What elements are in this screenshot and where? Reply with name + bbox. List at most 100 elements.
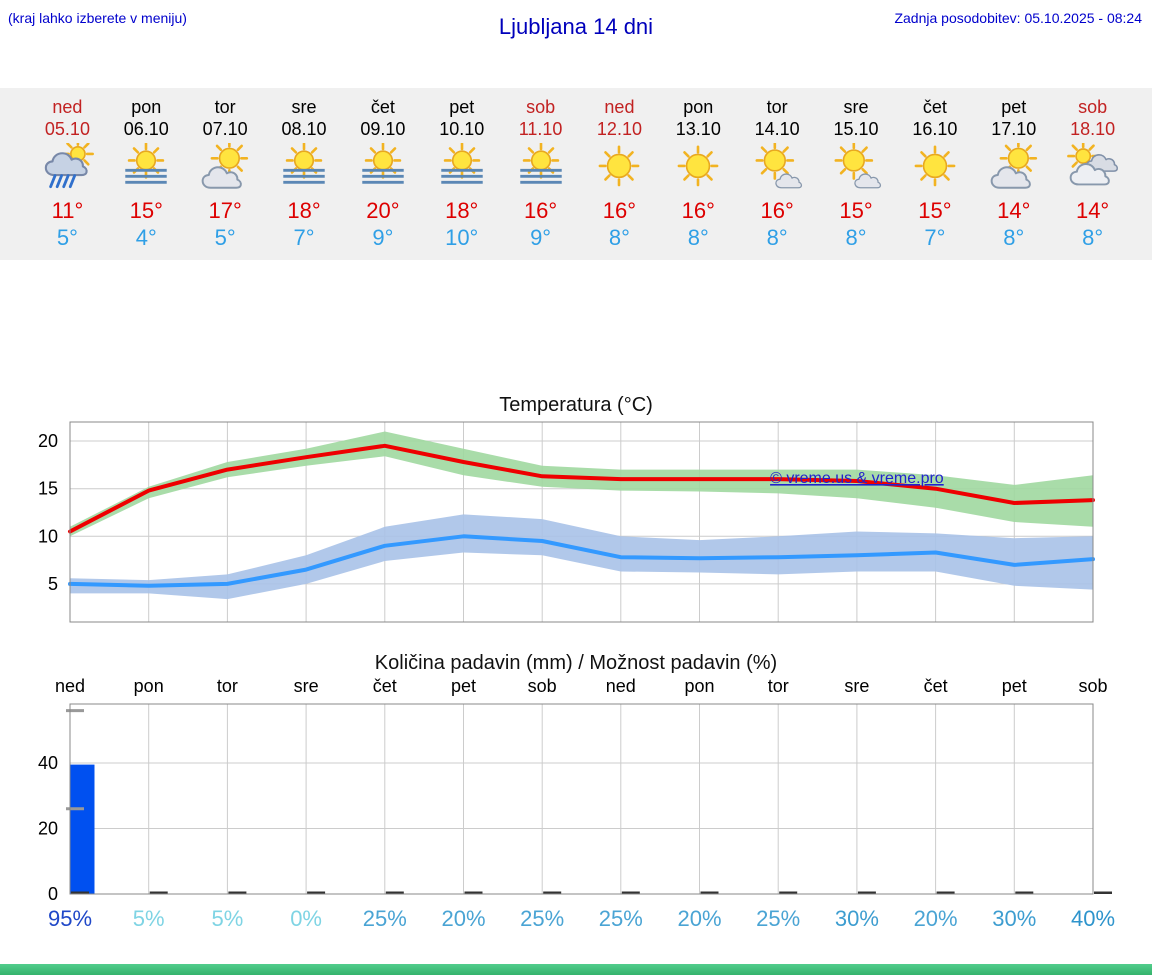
day-name: ned [604, 97, 635, 117]
temp-ytick: 20 [38, 431, 58, 451]
precipitation-section: Količina padavin (mm) / Možnost padavin … [0, 652, 1152, 934]
forecast-day: sre 08.10 18° 7° [265, 96, 344, 250]
sun-fog-icon [356, 143, 410, 191]
day-name: pon [683, 97, 714, 117]
temperature-chart: 5 10 15 20 © vreme.us & vreme.pro [38, 421, 1095, 623]
uncertainty-band [70, 514, 1093, 600]
precip-day-label: tor [768, 676, 789, 696]
precip-zero-tick [543, 891, 562, 894]
forecast-day: ned 05.10 11° 5° [28, 96, 107, 250]
high-temp: 15° [918, 198, 952, 223]
low-temp: 7° [924, 225, 946, 250]
precip-probability: 25% [599, 906, 643, 931]
day-date: 10.10 [439, 119, 485, 139]
banner-strip [0, 964, 1152, 975]
uncertainty-band [70, 431, 1093, 537]
high-temp: 14° [997, 198, 1031, 223]
forecast-day: sob 11.10 16° 9° [501, 96, 580, 250]
forecast-day: čet 09.10 20° 9° [343, 96, 422, 250]
day-name: sob [1078, 97, 1108, 117]
precip-day-label: sob [1078, 676, 1107, 696]
precip-probability: 95% [48, 906, 92, 931]
sun-icon [908, 143, 962, 191]
last-updated: Zadnja posodobitev: 05.10.2025 - 08:24 [894, 10, 1142, 26]
low-temp: 5° [56, 225, 78, 250]
page-title: Ljubljana 14 dni [498, 14, 654, 39]
sun-small-cloud-icon [750, 143, 804, 191]
low-temp: 4° [135, 225, 157, 250]
precip-bar [70, 764, 95, 894]
temp-ytick: 15 [38, 479, 58, 499]
day-name: sob [526, 97, 556, 117]
precip-day-label: čet [373, 676, 397, 696]
day-date: 14.10 [754, 119, 800, 139]
high-temp: 14° [1075, 198, 1110, 223]
day-name: sre [291, 97, 317, 117]
temp-ytick: 5 [48, 574, 58, 594]
day-date: 05.10 [44, 119, 90, 139]
forecast-day: tor 07.10 17° 5° [186, 96, 265, 250]
high-temp: 18° [287, 198, 321, 223]
low-temp: 5° [214, 225, 236, 250]
day-date: 15.10 [833, 119, 879, 139]
temp-ytick: 10 [38, 526, 58, 546]
precip-probability: 40% [1071, 906, 1115, 931]
day-name: pet [1001, 97, 1027, 117]
precip-day-label: ned [55, 676, 85, 696]
day-name: čet [370, 97, 395, 117]
high-temp: 15° [839, 198, 873, 223]
watermark-link[interactable]: © vreme.us & vreme.pro [770, 470, 944, 487]
page-header: (kraj lahko izberete v meniju) Ljubljana… [0, 0, 1152, 42]
high-temp: 16° [760, 198, 794, 223]
temperature-section: Temperatura (°C) 5 10 15 20 © vreme.us & vre… [0, 394, 1152, 632]
precip-day-label: tor [217, 676, 238, 696]
precip-day-label: sre [294, 676, 319, 696]
precip-probability: 5% [133, 906, 165, 931]
precip-probability: 20% [441, 906, 485, 931]
day-date: 18.10 [1070, 119, 1116, 139]
day-date: 13.10 [675, 119, 721, 139]
precip-ytick: 0 [48, 884, 58, 904]
precip-day-label: sob [528, 676, 557, 696]
precip-zero-tick [779, 891, 798, 894]
precip-zero-tick [700, 891, 719, 894]
day-name: čet [922, 97, 947, 117]
precip-probability: 25% [520, 906, 564, 931]
precipitation-chart: ned pon tor sre čet pet sob ned pon tor sre čet pet s… [38, 676, 1115, 931]
precip-zero-tick [385, 891, 404, 894]
temperature-line [68, 534, 1095, 588]
precip-day-label: pet [1002, 676, 1027, 696]
precip-probability: 20% [914, 906, 958, 931]
low-temp: 7° [293, 225, 315, 250]
low-temp: 8° [687, 225, 709, 250]
precipitation-chart-title: Količina padavin (mm) / Možnost padavin … [374, 652, 778, 674]
day-name: pon [131, 97, 162, 117]
precip-zero-tick [149, 891, 168, 894]
clouds-icon [1066, 143, 1120, 191]
precip-day-label: pon [134, 676, 164, 696]
high-temp: 15° [129, 198, 163, 223]
precip-probability: 5% [212, 906, 244, 931]
high-temp: 20° [366, 198, 400, 223]
precip-day-label: čet [924, 676, 948, 696]
day-name: tor [766, 97, 788, 117]
forecast-day: tor 14.10 16° 8° [738, 96, 817, 250]
forecast-day: pet 17.10 14° 8° [974, 96, 1053, 250]
high-temp: 16° [681, 198, 715, 223]
temperature-chart-title: Temperatura (°C) [499, 394, 653, 416]
precip-ytick: 40 [38, 753, 58, 773]
forecast-day: sre 15.10 15° 8° [817, 96, 896, 250]
location-hint: (kraj lahko izberete v meniju) [8, 10, 187, 26]
day-name: sre [843, 97, 869, 117]
day-name: ned [52, 97, 83, 117]
low-temp: 9° [372, 225, 394, 250]
precip-day-label: pon [684, 676, 714, 696]
precip-ytick: 20 [38, 819, 58, 839]
high-temp: 16° [602, 198, 637, 223]
high-temp: 18° [445, 198, 479, 223]
low-temp: 8° [1003, 225, 1025, 250]
forecast-strip: ned 05.10 11° 5° pon 06.10 15° 4° tor 07.10 17° 5° s… [0, 88, 1152, 260]
low-temp: 8° [608, 225, 630, 250]
sun-fog-icon [119, 143, 173, 191]
precip-zero-tick [1094, 891, 1112, 894]
